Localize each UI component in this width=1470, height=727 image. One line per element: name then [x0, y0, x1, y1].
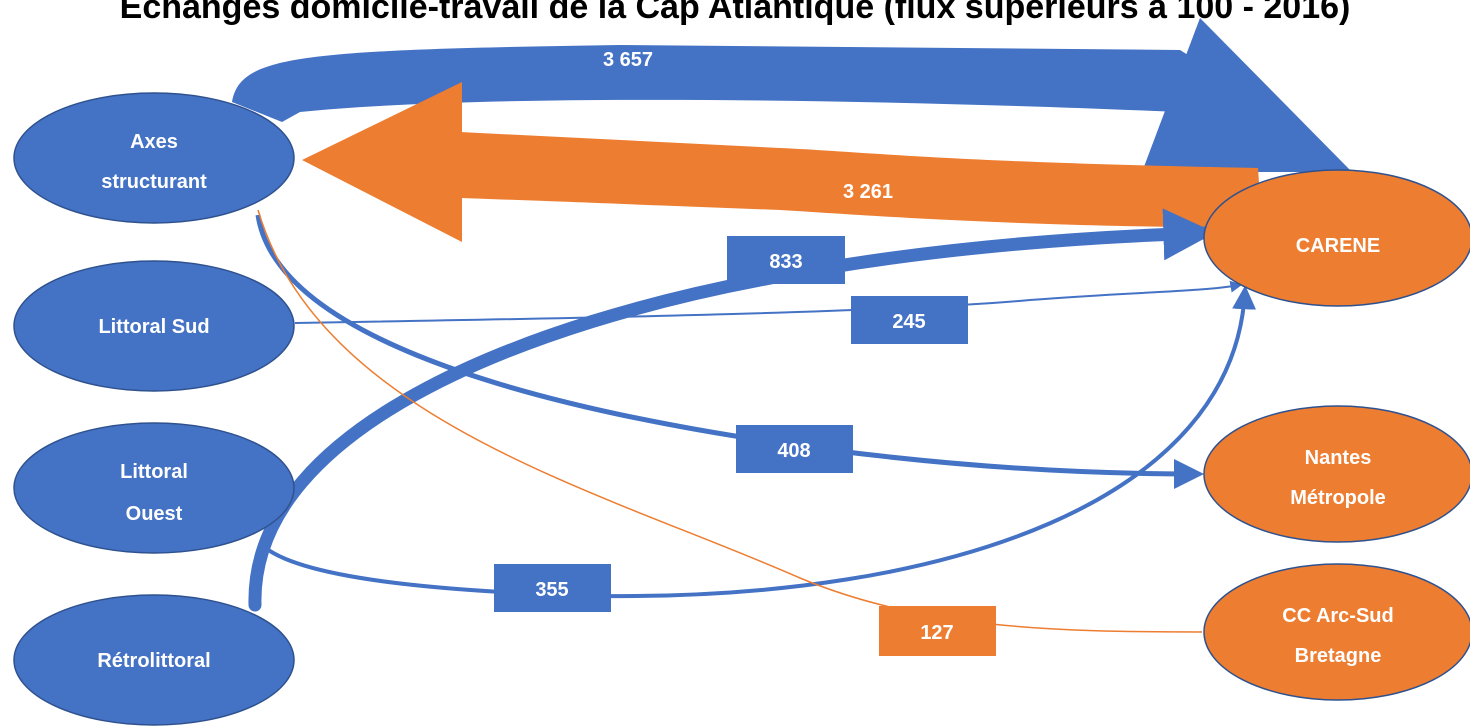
- node-retrolittoral-label: Rétrolittoral: [97, 650, 210, 672]
- node-littoral-sud-label: Littoral Sud: [98, 316, 209, 338]
- node-cc-arc-sud-bretagne: CC Arc-Sud Bretagne: [1203, 563, 1470, 701]
- flow-label-127: 127: [920, 622, 953, 644]
- node-littoral-sud: Littoral Sud: [13, 260, 295, 392]
- flow-label-3261: 3 261: [843, 181, 893, 203]
- node-cc-arc-sud-label-line1: CC Arc-Sud: [1282, 605, 1393, 627]
- node-carene: CARENE: [1203, 169, 1470, 307]
- node-nantes-label-line2: Métropole: [1290, 487, 1386, 509]
- flow-carene-to-axes-arrowhead: [302, 82, 462, 242]
- node-littoral-ouest: Littoral Ouest: [13, 422, 295, 554]
- node-littoral-ouest-label-line2: Ouest: [126, 503, 183, 525]
- flow-littoral-ouest-to-carene: [260, 285, 1257, 599]
- flow-label-355: 355: [535, 579, 568, 601]
- flow-axes-to-nantes: [255, 214, 1204, 489]
- node-carene-label: CARENE: [1296, 235, 1380, 257]
- node-nantes-label-line1: Nantes: [1305, 447, 1372, 469]
- node-axes-structurant: Axes structurant: [13, 92, 295, 224]
- node-cc-arc-sud-label-line2: Bretagne: [1295, 645, 1382, 667]
- flow-label-245: 245: [892, 311, 925, 333]
- flow-label-box-355: 355: [494, 564, 611, 612]
- flow-axes-to-carene: [232, 18, 1352, 172]
- flow-arcsud-to-axes: [257, 209, 1203, 633]
- node-axes-structurant-label-line2: structurant: [101, 171, 207, 193]
- flow-carene-to-axes-shaft: [460, 132, 1262, 228]
- flow-label-3657: 3 657: [603, 49, 653, 71]
- diagram-title: Échanges domicile-travail de la Cap Atla…: [120, 0, 1351, 26]
- flow-axes-to-carene-shaft: [232, 45, 1220, 122]
- flow-label-408: 408: [777, 440, 810, 462]
- node-retrolittoral: Rétrolittoral: [13, 594, 295, 726]
- flow-label-box-408: 408: [736, 425, 853, 473]
- flow-carene-to-axes: [302, 82, 1262, 242]
- node-axes-structurant-label-line1: Axes: [130, 131, 178, 153]
- flow-label-box-833: 833: [727, 236, 845, 284]
- flow-littoral-sud-to-carene: [294, 280, 1243, 324]
- flow-label-box-127: 127: [879, 606, 996, 656]
- flow-axes-to-carene-arrowhead: [1142, 18, 1352, 172]
- flow-retrolittoral-to-carene: [248, 208, 1216, 612]
- flow-label-box-245: 245: [851, 296, 968, 344]
- node-nantes-metropole: Nantes Métropole: [1203, 405, 1470, 543]
- flow-label-833: 833: [769, 251, 802, 273]
- node-littoral-ouest-label-line1: Littoral: [120, 461, 188, 483]
